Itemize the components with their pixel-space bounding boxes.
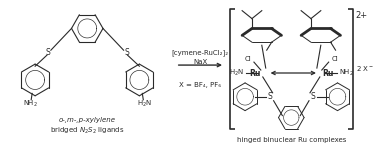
Text: [cymene-RuCl₂]₂: [cymene-RuCl₂]₂ — [172, 49, 229, 56]
Text: NH$_2$: NH$_2$ — [339, 68, 353, 78]
Text: Cl: Cl — [331, 56, 338, 62]
Text: o-,m-,p-xylylene: o-,m-,p-xylylene — [59, 117, 116, 122]
Text: hinged binuclear Ru complexes: hinged binuclear Ru complexes — [237, 137, 346, 143]
Text: 2+: 2+ — [356, 11, 368, 20]
Text: X = BF₄, PF₆: X = BF₄, PF₆ — [179, 82, 222, 88]
Text: Ru: Ru — [322, 68, 333, 78]
Text: NH$_2$: NH$_2$ — [23, 99, 38, 109]
Text: H$_2$N: H$_2$N — [137, 99, 152, 109]
Text: bridged $N_2S_2$ ligands: bridged $N_2S_2$ ligands — [50, 125, 124, 135]
Text: S: S — [45, 48, 50, 57]
Text: S: S — [267, 92, 272, 101]
Text: 2 X$^-$: 2 X$^-$ — [356, 64, 374, 73]
Text: H$_2$N: H$_2$N — [229, 68, 244, 78]
Text: Cl: Cl — [245, 56, 251, 62]
Text: S: S — [311, 92, 315, 101]
Text: Ru: Ru — [249, 68, 261, 78]
Text: NaX: NaX — [193, 59, 208, 65]
Text: S: S — [124, 48, 129, 57]
